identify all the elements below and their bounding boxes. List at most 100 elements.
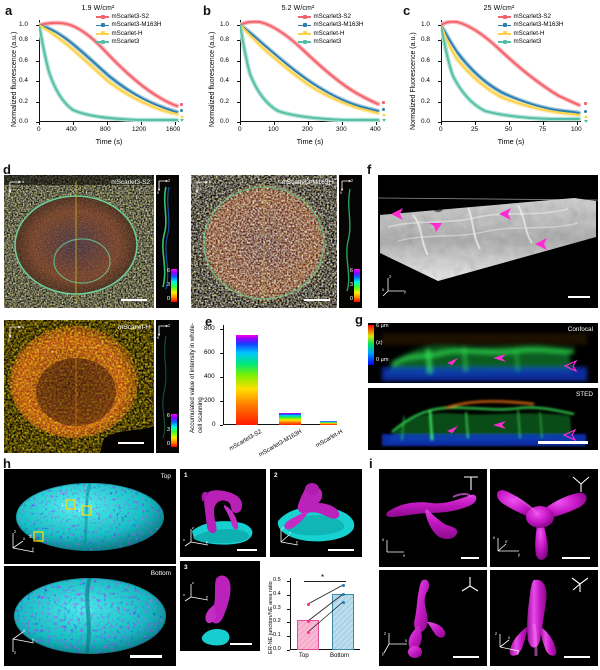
panel-h-xtick-label-top: Top bbox=[299, 653, 309, 659]
svg-text:y: y bbox=[518, 552, 521, 557]
panel-h-ytick bbox=[287, 650, 290, 651]
panel-f-letter: f bbox=[367, 162, 372, 177]
panel-a-chart: a 1.9 W/cm² Normalized fluorescence (a.u… bbox=[0, 0, 196, 160]
panel-g-arrow-confocal-2 bbox=[493, 354, 506, 362]
panel-h-ratio-ylabel: ER-NE junction/NE area ratio bbox=[268, 581, 274, 654]
svg-text:z: z bbox=[192, 525, 194, 530]
legend-swatch-m163h bbox=[298, 23, 311, 27]
panel-d-letter: d bbox=[3, 162, 11, 177]
legend-label: mScarlet3-M163H bbox=[111, 21, 162, 29]
panel-d-cbar-tick-6: 6 bbox=[166, 413, 170, 419]
panel-a-xlabel: Time (s) bbox=[95, 137, 123, 146]
svg-text:y: y bbox=[403, 553, 406, 557]
panel-a-xtick-label-1: 400 bbox=[66, 126, 77, 133]
panel-b-endpoint-m3 bbox=[382, 119, 386, 122]
panel-b-ytick-label-3: 0.6 bbox=[220, 56, 229, 64]
svg-text:z: z bbox=[384, 631, 386, 636]
panel-h-ytick-label-2: 0.2 bbox=[273, 618, 281, 625]
panel-e-ytick-label-2: 400 bbox=[204, 373, 215, 380]
svg-text:x: x bbox=[209, 179, 212, 184]
panel-c-xtick-label-0: 0 bbox=[439, 126, 443, 133]
panel-g-scalebar bbox=[538, 441, 588, 444]
svg-text:z: z bbox=[168, 323, 170, 328]
panel-f-image: z y x bbox=[378, 175, 598, 308]
svg-text:x: x bbox=[508, 635, 511, 640]
panel-b-ytick-label-0: 0.0 bbox=[220, 118, 229, 125]
svg-text:x: x bbox=[22, 179, 25, 184]
panel-b-ytick bbox=[237, 25, 240, 26]
panel-c-endpoint-m3 bbox=[584, 120, 588, 123]
panel-a-xtick bbox=[175, 122, 176, 125]
panel-g-cbar-mid-label: (z) bbox=[376, 340, 383, 346]
panel-a-endpoint-m163h bbox=[180, 109, 184, 113]
panel-e-ytick bbox=[220, 425, 223, 426]
panel-g-label-confocal: Confocal bbox=[567, 326, 593, 333]
panel-a-ytick-label-3: 0.6 bbox=[19, 56, 28, 64]
panel-a-xtick-label-0: 0 bbox=[37, 126, 41, 133]
panel-b-xtick-label-0: 0 bbox=[238, 126, 242, 133]
svg-text:y: y bbox=[206, 594, 208, 599]
panel-c-ytick bbox=[438, 60, 441, 62]
svg-text:y: y bbox=[195, 192, 198, 197]
panel-a-xtick bbox=[141, 122, 142, 125]
panel-h-inset-1: 1 z y x bbox=[180, 469, 266, 557]
panel-c-curves bbox=[441, 20, 582, 122]
legend-item: mScarlet-H bbox=[96, 30, 161, 38]
panel-d-label-m163h: mScarlet3-M163H bbox=[281, 179, 334, 186]
panel-c-xtick bbox=[475, 122, 476, 125]
panel-h-inset-3: 3 z y x bbox=[180, 561, 260, 651]
panel-c-ytick-label-4: 0.8 bbox=[421, 36, 430, 44]
legend-label: mScarlet3-S2 bbox=[513, 13, 551, 20]
panel-g-letter: g bbox=[355, 312, 363, 327]
panel-b-xlabel: Time (s) bbox=[296, 137, 324, 146]
panel-g-arrow-sted-2 bbox=[493, 421, 506, 429]
zxy-axes-icon: z y x bbox=[382, 273, 408, 302]
panel-h-inset-1-scalebar bbox=[237, 548, 257, 551]
panel-h-letter: h bbox=[3, 456, 11, 471]
panel-a-ytick bbox=[36, 81, 39, 83]
panel-h-point-bottom-3 bbox=[341, 600, 345, 604]
panel-h-ratio-plot-area bbox=[290, 578, 360, 650]
panel-a-endpoint-m3 bbox=[180, 119, 184, 122]
legend-item: mScarlet3 bbox=[298, 38, 363, 46]
panel-f-arrow-1 bbox=[391, 208, 403, 220]
panel-b-xtick-label-1: 100 bbox=[268, 126, 279, 133]
panel-e-cat-h: mScarlet-H bbox=[315, 429, 344, 450]
panel-h-inset-number-3: 3 bbox=[184, 564, 188, 571]
panel-a-ytick bbox=[36, 101, 39, 103]
panel-d-cbar-tick-3: 3 bbox=[166, 427, 170, 433]
svg-text:x: x bbox=[382, 287, 385, 292]
legend-item: mScarlet3-M163H bbox=[298, 21, 363, 29]
zxy-axes-icon-i3: z x y bbox=[382, 630, 410, 661]
panel-c-xtick-label-1: 25 bbox=[471, 126, 479, 133]
panel-b-xtick-label-4: 400 bbox=[370, 126, 381, 133]
panel-c-xtick bbox=[577, 122, 578, 125]
panel-e-ytick-label-4: 800 bbox=[204, 325, 215, 332]
panel-h-inset-2-scalebar bbox=[328, 548, 354, 551]
panel-h-ytick bbox=[287, 636, 290, 638]
svg-text:z: z bbox=[14, 529, 16, 534]
panel-h-sig-bracket bbox=[304, 581, 346, 582]
svg-text:y: y bbox=[32, 546, 35, 551]
panel-c-ytick-label-3: 0.6 bbox=[421, 56, 430, 64]
panel-b-ytick bbox=[237, 40, 240, 42]
legend-swatch-h bbox=[498, 31, 511, 36]
panel-h-ytick bbox=[287, 581, 290, 582]
panel-b-ytick-label-2: 0.4 bbox=[220, 77, 229, 85]
panel-a-ytick bbox=[36, 60, 39, 62]
panel-c-ylabel: Normalized Fluorescence (a.u.) bbox=[410, 32, 417, 130]
svg-text:3: 3 bbox=[29, 534, 32, 539]
svg-text:z: z bbox=[192, 580, 194, 585]
panel-a-ytick-label-5: 1.0 bbox=[19, 21, 28, 28]
panel-e-ytick-label-1: 200 bbox=[204, 397, 215, 404]
svg-text:y: y bbox=[296, 539, 298, 544]
panel-i-tile-4-scalebar bbox=[564, 655, 590, 658]
legend-item: mScarlet3 bbox=[96, 38, 161, 46]
